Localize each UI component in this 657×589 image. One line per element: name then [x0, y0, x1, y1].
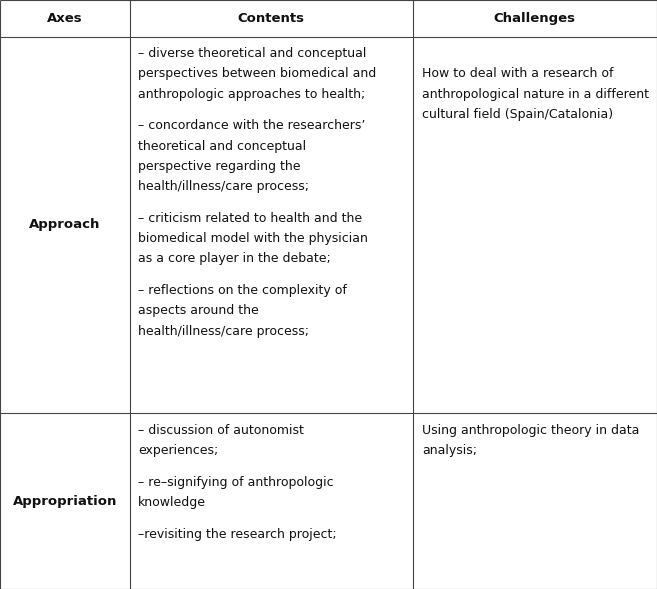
- Text: anthropological nature in a different: anthropological nature in a different: [422, 88, 650, 101]
- Text: – concordance with the researchers’: – concordance with the researchers’: [138, 119, 365, 133]
- Text: perspectives between biomedical and: perspectives between biomedical and: [138, 68, 376, 81]
- Text: Axes: Axes: [47, 12, 83, 25]
- Text: – criticism related to health and the: – criticism related to health and the: [138, 211, 362, 225]
- Text: experiences;: experiences;: [138, 444, 218, 458]
- Text: perspective regarding the: perspective regarding the: [138, 160, 300, 173]
- Text: – diverse theoretical and conceptual: – diverse theoretical and conceptual: [138, 47, 367, 60]
- Text: – re–signifying of anthropologic: – re–signifying of anthropologic: [138, 476, 334, 489]
- Text: Approach: Approach: [30, 219, 101, 231]
- Text: as a core player in the debate;: as a core player in the debate;: [138, 252, 330, 266]
- Text: cultural field (Spain/Catalonia): cultural field (Spain/Catalonia): [422, 108, 614, 121]
- Text: Appropriation: Appropriation: [13, 495, 117, 508]
- Text: health/illness/care process;: health/illness/care process;: [138, 180, 309, 193]
- Text: health/illness/care process;: health/illness/care process;: [138, 325, 309, 337]
- Text: knowledge: knowledge: [138, 496, 206, 509]
- Text: anthropologic approaches to health;: anthropologic approaches to health;: [138, 88, 365, 101]
- Text: – reflections on the complexity of: – reflections on the complexity of: [138, 284, 347, 297]
- Text: aspects around the: aspects around the: [138, 304, 259, 317]
- Text: How to deal with a research of: How to deal with a research of: [422, 68, 614, 81]
- Text: theoretical and conceptual: theoretical and conceptual: [138, 140, 306, 153]
- Text: analysis;: analysis;: [422, 444, 478, 458]
- Text: biomedical model with the physician: biomedical model with the physician: [138, 232, 368, 245]
- Text: – discussion of autonomist: – discussion of autonomist: [138, 424, 304, 437]
- Text: –revisiting the research project;: –revisiting the research project;: [138, 528, 336, 541]
- Text: Challenges: Challenges: [494, 12, 576, 25]
- Text: Using anthropologic theory in data: Using anthropologic theory in data: [422, 424, 640, 437]
- Text: Contents: Contents: [238, 12, 305, 25]
